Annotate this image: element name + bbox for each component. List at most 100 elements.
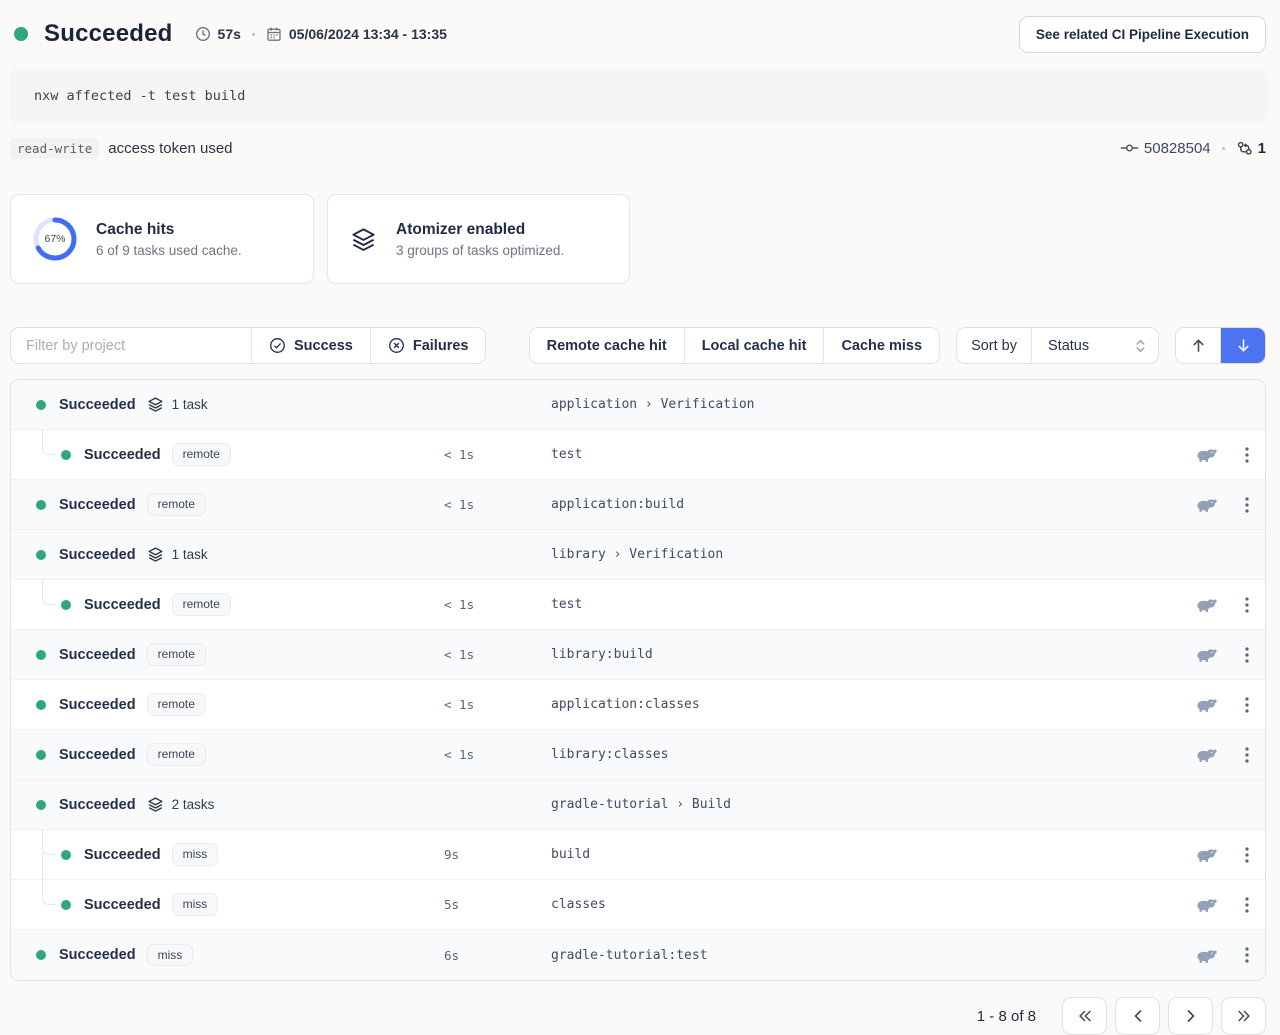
layers-icon [147,396,164,413]
cache-miss-button[interactable]: Cache miss [824,328,940,363]
kebab-menu-icon[interactable] [1243,595,1251,615]
task-row[interactable]: Succeeded remote < 1s library:build [11,630,1265,680]
task-row[interactable]: Succeeded 1 task application › Verificat… [11,380,1265,430]
cache-status-badge: remote [171,443,231,466]
cache-status-badge: remote [146,743,206,766]
cache-status-badge: miss [171,893,219,916]
command-text: nxw affected -t test build [34,88,246,104]
page-range: 1 - 8 of 8 [976,1007,1036,1025]
atomizer-card[interactable]: Atomizer enabled 3 groups of tasks optim… [327,194,630,284]
kebab-menu-icon[interactable] [1243,945,1251,965]
failures-filter-button[interactable]: Failures [370,328,486,363]
gradle-elephant-icon[interactable] [1193,644,1219,665]
task-duration: < 1s [444,647,475,662]
task-row[interactable]: Succeeded remote < 1s application:build [11,480,1265,530]
status-dot [36,399,46,410]
summary-cards: 67% Cache hits 6 of 9 tasks used cache. … [10,194,1280,284]
task-row[interactable]: Succeeded miss 5s classes [11,853,1265,930]
branch-icon [1236,140,1253,157]
commit-id: 50828504 [1143,139,1211,157]
pagination: 1 - 8 of 8 [0,997,1266,1035]
task-target: test [551,597,583,612]
row-status-label: Succeeded [84,596,161,613]
task-target: gradle-tutorial:test [551,947,708,963]
next-page-button[interactable] [1168,997,1213,1035]
atomizer-card-title: Atomizer enabled [396,220,526,238]
status-dot [14,27,28,41]
task-row[interactable]: Succeeded 1 task library › Verification [11,530,1265,580]
atomizer-card-subtitle: 3 groups of tasks optimized. [396,242,565,258]
see-related-pipeline-button[interactable]: See related CI Pipeline Execution [1018,15,1266,53]
kebab-menu-icon[interactable] [1243,745,1251,765]
x-circle-icon [388,337,405,354]
local-cache-hit-button[interactable]: Local cache hit [684,328,824,363]
gradle-elephant-icon[interactable] [1193,744,1219,765]
status-dot [61,599,71,610]
cache-hits-card[interactable]: 67% Cache hits 6 of 9 tasks used cache. [10,194,314,284]
vcs-separator [1221,146,1225,150]
remote-cache-hit-button[interactable]: Remote cache hit [529,328,684,363]
check-circle-icon [269,337,286,354]
status-dot [36,950,46,960]
status-dot [36,649,46,660]
success-filter-button[interactable]: Success [252,328,370,363]
sort-status-select[interactable]: Status [1032,328,1158,363]
kebab-menu-icon[interactable] [1243,895,1251,915]
kebab-menu-icon[interactable] [1243,845,1251,865]
sort-descending-button[interactable] [1221,328,1265,363]
task-row[interactable]: Succeeded remote < 1s test [11,429,1265,480]
kebab-menu-icon[interactable] [1243,695,1251,715]
kebab-menu-icon[interactable] [1243,495,1251,515]
task-count-label: 1 task [171,397,208,412]
gradle-elephant-icon[interactable] [1193,494,1219,515]
last-page-button[interactable] [1221,997,1266,1035]
row-status-label: Succeeded [59,796,136,813]
task-target: application › Verification [551,397,755,412]
task-row[interactable]: Succeeded 2 tasks gradle-tutorial › Buil… [11,780,1265,830]
sort-by-label: Sort by [971,337,1017,354]
task-target: application:build [551,497,685,512]
task-row[interactable]: Succeeded miss 6s gradle-tutorial:test [11,930,1265,980]
task-target: test [551,447,583,462]
command-box: nxw affected -t test build [10,69,1268,123]
duration-meta: 57s [195,26,241,42]
kebab-menu-icon[interactable] [1243,445,1251,465]
gradle-elephant-icon[interactable] [1193,444,1219,465]
cache-card-subtitle: 6 of 9 tasks used cache. [96,242,242,258]
run-header: Succeeded 57s 05/06/2024 13:34 - 13:35 S… [14,14,1266,54]
previous-page-button[interactable] [1115,997,1160,1035]
gradle-elephant-icon[interactable] [1193,945,1219,966]
row-status-label: Succeeded [59,396,136,413]
gradle-elephant-icon[interactable] [1193,844,1219,865]
chevron-updown-icon [1135,338,1146,354]
task-duration: < 1s [444,697,475,712]
status-dot [36,549,46,560]
layers-icon [147,546,164,563]
date-range: 05/06/2024 13:34 - 13:35 [288,26,447,42]
task-row[interactable]: Succeeded remote < 1s test [11,579,1265,630]
gradle-elephant-icon[interactable] [1193,694,1219,715]
kebab-menu-icon[interactable] [1243,645,1251,665]
duration-value: 57s [217,26,241,42]
row-status-label: Succeeded [59,947,136,963]
task-target: classes [551,897,606,912]
filter-by-project-input[interactable] [11,328,251,363]
task-row[interactable]: Succeeded miss 9s build [11,829,1265,880]
tree-connector [42,429,55,455]
task-row[interactable]: Succeeded remote < 1s library:classes [11,730,1265,780]
date-meta: 05/06/2024 13:34 - 13:35 [266,26,447,42]
row-status-label: Succeeded [59,646,136,663]
branch-chip[interactable]: 1 [1236,140,1266,157]
first-page-button[interactable] [1062,997,1107,1035]
token-text: access token used [108,139,233,157]
task-row[interactable]: Succeeded remote < 1s application:classe… [11,680,1265,730]
gradle-elephant-icon[interactable] [1193,894,1219,915]
clock-icon [195,26,211,42]
commit-chip[interactable]: 50828504 [1120,140,1211,157]
task-list: Succeeded 1 task application › Verificat… [10,379,1266,981]
task-duration: < 1s [444,447,475,462]
status-dot [61,449,71,460]
gradle-elephant-icon[interactable] [1193,594,1219,615]
sort-ascending-button[interactable] [1176,328,1220,363]
status-dot [36,699,46,710]
